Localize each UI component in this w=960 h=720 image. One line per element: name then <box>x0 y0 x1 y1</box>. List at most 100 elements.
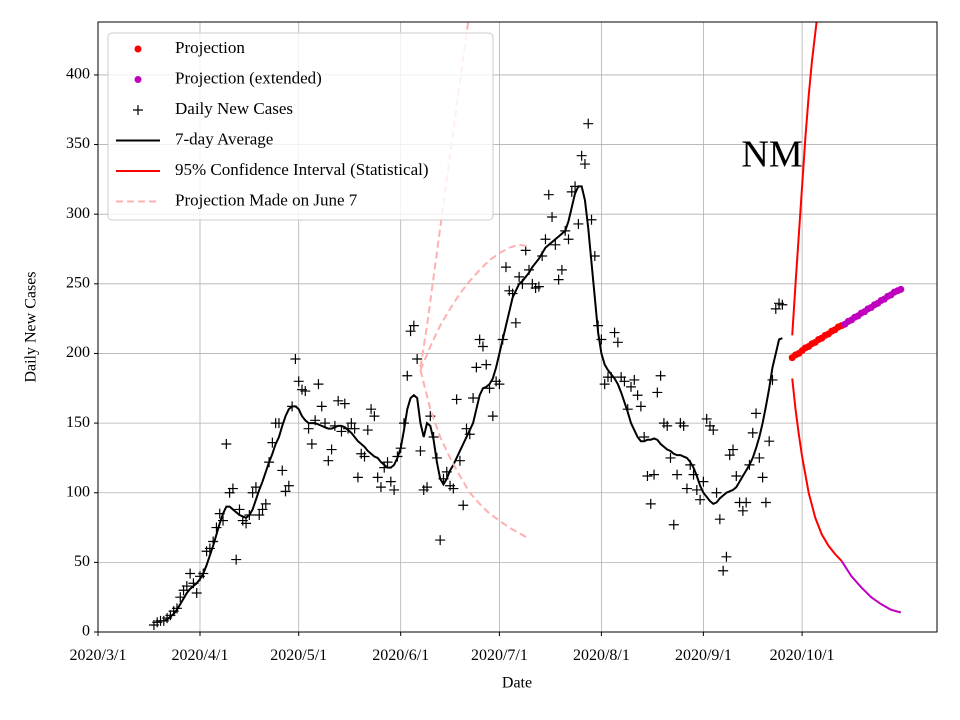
marker <box>336 426 347 437</box>
legend-label: Projection Made on June 7 <box>175 190 358 209</box>
marker <box>553 274 564 285</box>
x-tick-label: 2020/7/1 <box>471 647 528 664</box>
marker <box>708 425 719 436</box>
marker <box>408 320 419 331</box>
marker <box>454 455 465 466</box>
marker <box>757 472 768 483</box>
legend-swatch <box>134 76 142 83</box>
marker <box>897 285 905 293</box>
marker <box>751 408 762 419</box>
marker <box>293 376 304 387</box>
marker <box>389 484 400 495</box>
marker <box>543 189 554 200</box>
marker <box>514 271 525 282</box>
marker <box>652 387 663 398</box>
marker <box>300 386 311 397</box>
marker <box>323 455 334 466</box>
marker <box>681 483 692 494</box>
marker <box>471 362 482 373</box>
y-tick-label: 350 <box>66 135 90 152</box>
marker <box>612 337 623 348</box>
marker <box>494 379 505 390</box>
line <box>419 243 530 371</box>
marker <box>767 374 778 385</box>
marker <box>369 411 380 422</box>
marker <box>303 423 314 434</box>
marker <box>718 565 729 576</box>
marker <box>533 281 544 292</box>
marker <box>701 413 712 424</box>
x-tick-label: 2020/6/1 <box>372 647 429 664</box>
marker <box>724 450 735 461</box>
marker <box>770 303 781 314</box>
marker <box>435 535 446 546</box>
x-tick-label: 2020/5/1 <box>270 647 327 664</box>
marker <box>629 374 640 385</box>
marker <box>451 394 462 405</box>
marker <box>764 436 775 447</box>
marker <box>221 438 232 449</box>
y-tick-label: 300 <box>66 205 90 222</box>
marker <box>405 326 416 337</box>
marker <box>375 482 386 493</box>
ticks: 2020/3/1 2020/4/1 2020/5/1 2020/6/1 2020/7/1… <box>66 66 835 664</box>
marker <box>576 150 587 161</box>
marker <box>678 420 689 431</box>
marker <box>477 341 488 352</box>
marker <box>474 334 485 345</box>
marker <box>448 483 459 494</box>
y-tick-label: 200 <box>66 344 90 361</box>
marker <box>402 370 413 381</box>
marker <box>642 471 653 482</box>
marker <box>283 480 294 491</box>
marker <box>609 327 620 338</box>
marker <box>698 476 709 487</box>
marker <box>721 551 732 562</box>
marker <box>599 379 610 390</box>
annotation: NM <box>741 134 802 176</box>
marker <box>556 264 567 275</box>
marker <box>540 234 551 245</box>
legend-swatch <box>133 105 143 115</box>
marker <box>481 359 492 370</box>
marker <box>760 497 771 508</box>
marker <box>728 444 739 455</box>
marker <box>731 471 742 482</box>
marker <box>382 457 393 468</box>
y-tick-label: 50 <box>74 553 90 570</box>
marker <box>280 486 291 497</box>
marker <box>316 401 327 412</box>
legend-label: Projection (extended) <box>175 68 322 87</box>
marker <box>510 317 521 328</box>
marker <box>362 425 373 436</box>
marker <box>645 498 656 509</box>
marker <box>649 469 660 480</box>
marker <box>372 472 383 483</box>
y-tick-label: 100 <box>66 483 90 500</box>
marker <box>352 472 363 483</box>
legend-label: Projection <box>175 38 245 57</box>
marker <box>619 376 630 387</box>
line <box>163 185 783 622</box>
marker <box>260 498 271 509</box>
line <box>840 560 902 614</box>
y-axis-label: Daily New Cases <box>23 271 40 382</box>
marker <box>185 568 196 579</box>
marker <box>181 581 192 592</box>
plot-area <box>148 22 905 631</box>
marker <box>468 393 479 404</box>
marker <box>662 420 673 431</box>
marker <box>668 519 679 530</box>
marker <box>596 334 607 345</box>
marker <box>711 487 722 498</box>
legend: Projection Projection (extended) Daily New… <box>107 32 494 221</box>
marker <box>290 354 301 365</box>
legend-label: 95% Confidence Interval (Statistical) <box>175 160 429 179</box>
marker <box>349 423 360 434</box>
marker <box>547 211 558 222</box>
legend-label: Daily New Cases <box>175 99 293 118</box>
marker <box>346 418 357 429</box>
line <box>791 22 818 336</box>
marker <box>635 401 646 412</box>
